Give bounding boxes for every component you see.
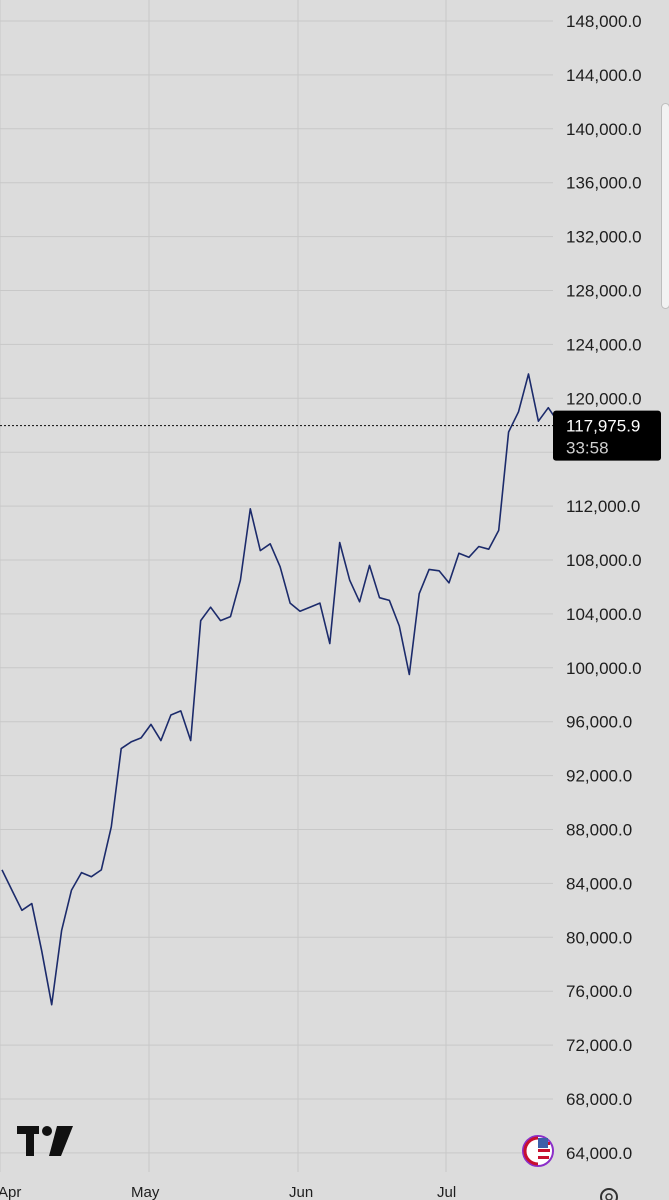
y-tick-label: 80,000.0 [566,928,632,947]
y-tick-label: 112,000.0 [566,497,640,516]
y-tick-label: 128,000.0 [566,282,642,301]
y-tick-label: 68,000.0 [566,1090,632,1109]
y-tick-label: 124,000.0 [566,335,642,354]
y-tick-label: 92,000.0 [566,767,632,786]
y-tick-label: 76,000.0 [566,982,632,1001]
y-tick-label: 108,000.0 [566,551,642,570]
y-tick-label: 104,000.0 [566,605,642,624]
y-tick-label: 136,000.0 [566,174,642,193]
x-tick-label: Jul [437,1184,456,1200]
settings-icon[interactable] [598,1186,620,1200]
x-tick-label: May [131,1184,160,1200]
us-flag-icon[interactable] [522,1135,554,1167]
tradingview-logo-icon[interactable] [17,1126,73,1156]
scrollbar[interactable] [662,104,669,308]
y-tick-label: 64,000.0 [566,1144,632,1163]
y-tick-label: 96,000.0 [566,713,632,732]
y-tick-label: 120,000.0 [566,389,642,408]
y-tick-label: 72,000.0 [566,1036,632,1055]
y-tick-label: 84,000.0 [566,874,632,893]
y-tick-label: 148,000.0 [566,12,642,31]
y-tick-label: 140,000.0 [566,120,642,139]
price-series-line [1,373,559,1006]
x-tick-label: Jun [289,1184,313,1200]
current-price-badge [553,410,661,461]
current-price-label: 117,975.9 [566,417,640,436]
y-tick-label: 144,000.0 [566,66,642,85]
y-tick-label: 88,000.0 [566,821,632,840]
x-tick-label: Apr [0,1184,21,1200]
y-tick-label: 132,000.0 [566,228,642,247]
countdown-label: 33:58 [566,439,609,458]
y-tick-label: 100,000.0 [566,659,642,678]
